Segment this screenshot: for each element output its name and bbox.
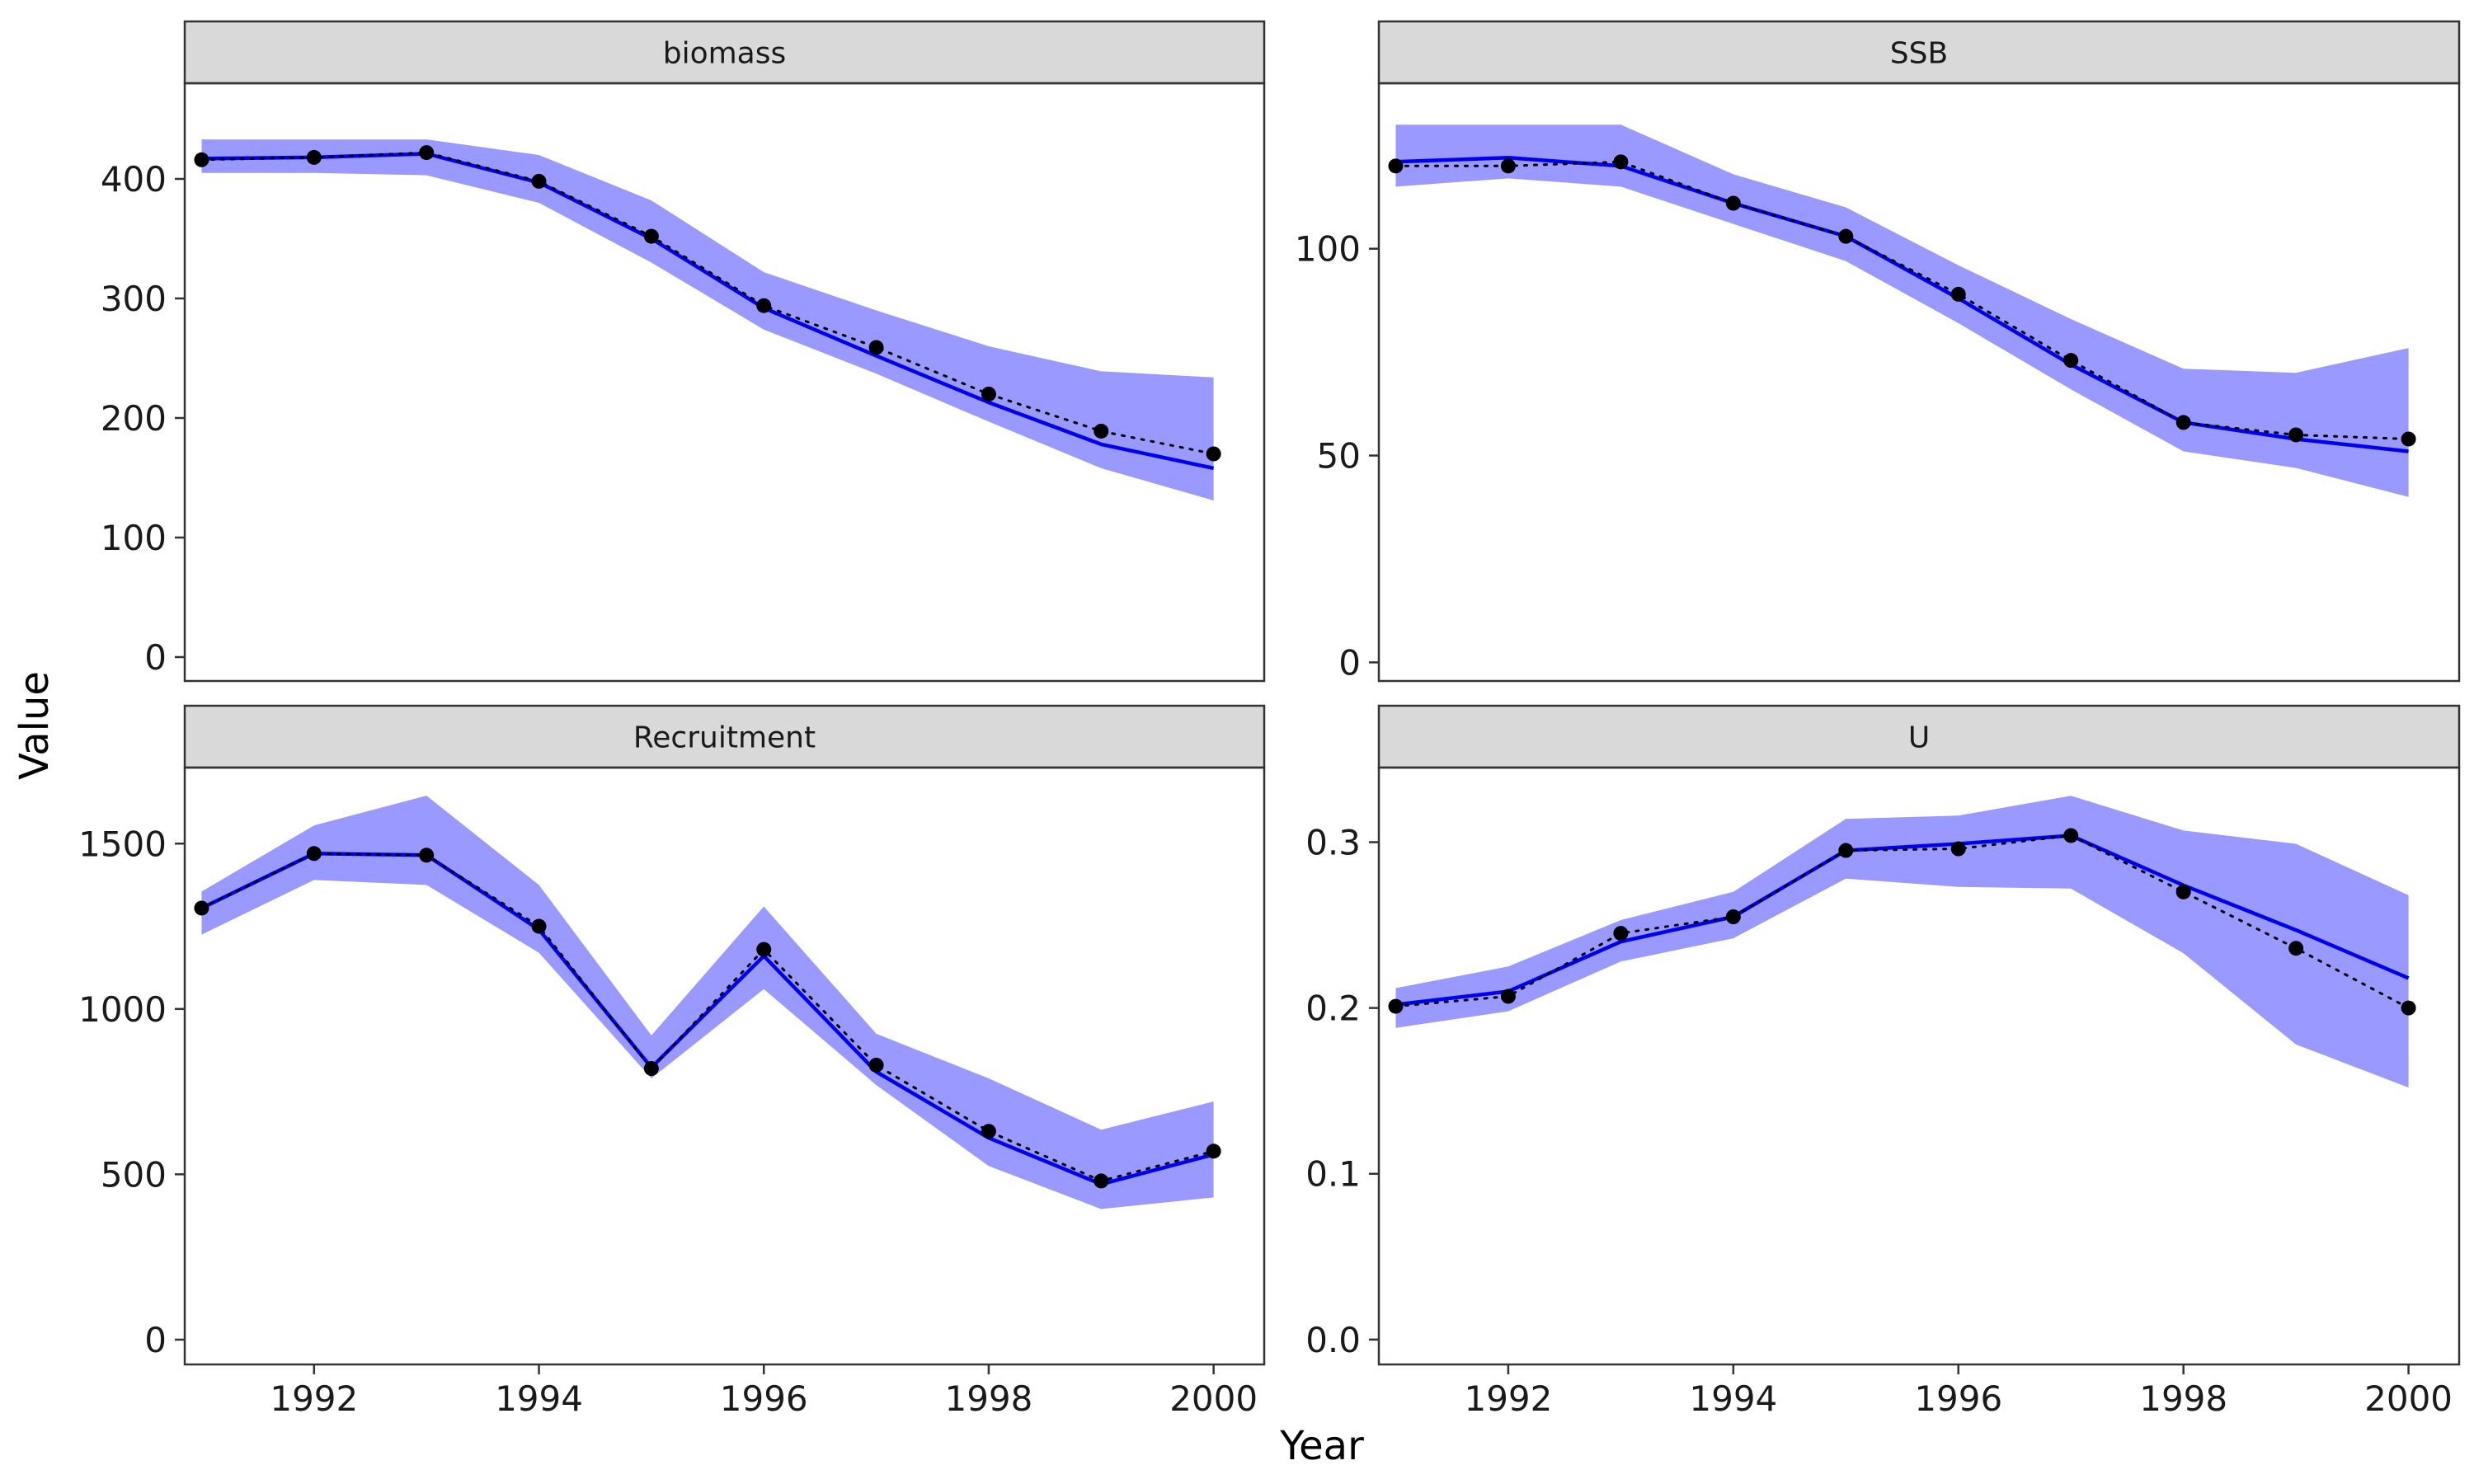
- x-tick-label: 1992: [270, 1378, 358, 1419]
- observed-point: [1725, 195, 1741, 211]
- y-tick-label: 100: [101, 518, 167, 558]
- observed-dotted-line: [200, 151, 1216, 455]
- observed-point: [981, 387, 996, 402]
- observed-point: [1388, 998, 1404, 1014]
- panel-strip-label: Recruitment: [633, 721, 816, 755]
- y-tick-label: 500: [101, 1154, 167, 1195]
- observed-point: [1094, 1173, 1109, 1189]
- confidence-ribbon: [1395, 796, 2409, 1088]
- observed-point: [2401, 431, 2416, 447]
- confidence-ribbon: [201, 796, 1214, 1209]
- y-tick-label: 1500: [78, 824, 167, 864]
- observed-point: [1206, 1144, 1221, 1159]
- confidence-ribbon: [1395, 124, 2409, 497]
- observed-point: [2063, 828, 2079, 843]
- observed-point: [194, 900, 209, 916]
- observed-dotted-line: [1395, 160, 2411, 440]
- x-tick-label: 1992: [1464, 1378, 1552, 1419]
- observed-point: [419, 145, 435, 161]
- y-tick-label: 0: [144, 637, 167, 678]
- panel-u: U 0.0 0.1 0.2 0.3 1992 1994 1996 1998 2000: [1305, 704, 2461, 1419]
- y-tick-label: 300: [101, 279, 167, 319]
- panel-border: [183, 766, 1266, 1366]
- x-axis-title: Year: [1279, 1423, 1364, 1469]
- panel-biomass: biomass 0 100 200 300 400: [101, 20, 1266, 683]
- observed-point: [756, 298, 772, 313]
- x-tick-label: 2000: [2364, 1378, 2453, 1419]
- y-tick-label: 0.0: [1305, 1320, 1361, 1360]
- panel-strip: [183, 20, 1266, 85]
- confidence-ribbon: [201, 139, 1214, 500]
- observed-point: [306, 149, 322, 165]
- observed-point: [531, 918, 547, 934]
- observed-point: [194, 152, 209, 167]
- x-tick-label: 1996: [1914, 1378, 2002, 1419]
- y-tick-label: 100: [1295, 229, 1361, 270]
- y-tick-label: 0.3: [1305, 823, 1361, 863]
- observed-point: [1950, 841, 1966, 857]
- x-tick-label: 2000: [1169, 1378, 1258, 1419]
- observed-point: [643, 228, 659, 244]
- observed-point: [1613, 926, 1629, 942]
- fitted-line: [1395, 156, 2409, 453]
- observed-point: [306, 846, 322, 862]
- panel-recruitment: Recruitment 0 500 1000 1500 1992 1994 1996 1998 2…: [78, 704, 1266, 1419]
- y-tick-label: 0: [1338, 642, 1361, 683]
- observed-point: [1950, 286, 1966, 302]
- observed-point: [1388, 158, 1404, 174]
- observed-point: [2401, 1000, 2416, 1016]
- observed-point: [868, 340, 884, 355]
- x-tick-label: 1994: [1689, 1378, 1777, 1419]
- x-tick-label: 1996: [720, 1378, 808, 1419]
- observed-point: [1613, 154, 1629, 170]
- observed-point: [868, 1057, 884, 1073]
- observed-dotted-line: [200, 852, 1216, 1182]
- panel-strip: [1377, 20, 2461, 85]
- y-tick-label: 0.1: [1305, 1154, 1361, 1195]
- observed-dotted-line: [1395, 834, 2411, 1010]
- panel-strip: [1377, 704, 2461, 769]
- observed-point: [2175, 415, 2191, 430]
- panel-border: [1377, 82, 2461, 683]
- y-tick-label: 0.2: [1305, 989, 1361, 1029]
- panel-border: [1377, 766, 2461, 1366]
- observed-point: [531, 173, 547, 189]
- observed-point: [643, 1061, 659, 1077]
- y-axis-title: Value: [12, 671, 58, 780]
- observed-point: [1838, 843, 1854, 858]
- observed-point: [1500, 989, 1516, 1004]
- observed-point: [1500, 158, 1516, 174]
- observed-point: [1725, 909, 1741, 924]
- y-tick-label: 400: [101, 159, 167, 200]
- observed-point: [419, 848, 435, 863]
- observed-point: [2288, 941, 2304, 956]
- panel-strip-label: biomass: [663, 37, 787, 71]
- panel-strip-label: SSB: [1890, 37, 1948, 71]
- observed-point: [981, 1124, 996, 1139]
- y-tick-label: 50: [1317, 436, 1361, 477]
- x-tick-label: 1998: [944, 1378, 1032, 1419]
- y-tick-label: 0: [144, 1320, 167, 1360]
- observed-point: [1838, 228, 1854, 244]
- x-tick-label: 1998: [2139, 1378, 2227, 1419]
- panel-strip-label: U: [1908, 721, 1930, 755]
- observed-point: [1094, 423, 1109, 439]
- observed-point: [2175, 884, 2191, 899]
- observed-point: [1206, 446, 1221, 462]
- y-tick-label: 200: [101, 398, 167, 439]
- observed-point: [2288, 427, 2304, 443]
- fitted-line: [1395, 834, 2410, 1007]
- panel-ssb: SSB 0 50 100: [1295, 20, 2461, 683]
- panel-border: [183, 82, 1266, 683]
- observed-point: [756, 942, 772, 957]
- observed-point: [2063, 353, 2079, 369]
- y-tick-label: 1000: [78, 989, 167, 1030]
- x-tick-label: 1994: [495, 1378, 583, 1419]
- panel-strip: [183, 704, 1266, 769]
